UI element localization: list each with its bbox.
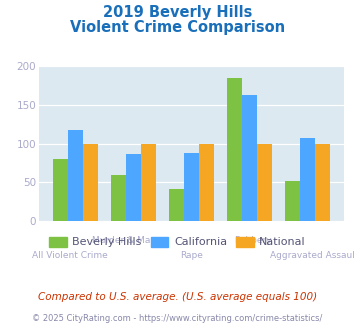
Bar xyxy=(169,188,184,221)
Text: Aggravated Assault: Aggravated Assault xyxy=(269,251,355,260)
Text: Compared to U.S. average. (U.S. average equals 100): Compared to U.S. average. (U.S. average … xyxy=(38,292,317,302)
Text: All Violent Crime: All Violent Crime xyxy=(32,251,108,260)
Bar xyxy=(141,144,156,221)
Text: Robbery: Robbery xyxy=(234,236,272,245)
Bar xyxy=(300,138,315,221)
Bar xyxy=(83,144,98,221)
Text: Rape: Rape xyxy=(180,251,203,260)
Bar xyxy=(227,78,242,221)
Bar xyxy=(126,154,141,221)
Bar xyxy=(68,130,83,221)
Bar xyxy=(184,153,199,221)
Text: Violent Crime Comparison: Violent Crime Comparison xyxy=(70,20,285,35)
Text: © 2025 CityRating.com - https://www.cityrating.com/crime-statistics/: © 2025 CityRating.com - https://www.city… xyxy=(32,314,323,323)
Bar xyxy=(315,144,331,221)
Bar xyxy=(53,159,68,221)
Text: 2019 Beverly Hills: 2019 Beverly Hills xyxy=(103,5,252,20)
Bar xyxy=(242,95,257,221)
Text: Murder & Mans...: Murder & Mans... xyxy=(92,236,169,245)
Bar xyxy=(285,181,300,221)
Bar xyxy=(199,144,214,221)
Bar xyxy=(111,175,126,221)
Bar xyxy=(257,144,272,221)
Legend: Beverly Hills, California, National: Beverly Hills, California, National xyxy=(45,232,310,252)
